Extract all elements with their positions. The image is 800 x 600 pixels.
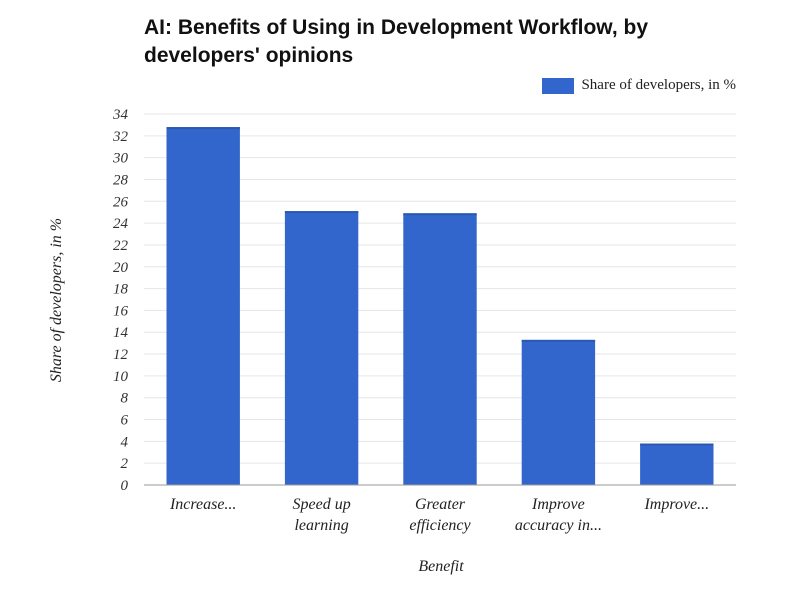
y-tick-label: 14 <box>113 325 129 341</box>
bars <box>166 127 714 486</box>
y-tick-label: 6 <box>121 413 129 429</box>
x-axis-title: Benefit <box>418 558 464 575</box>
y-tick-label: 0 <box>121 478 129 494</box>
bar <box>284 211 359 486</box>
bar <box>403 213 477 485</box>
bar <box>521 339 596 485</box>
legend-label: Share of developers, in % <box>581 77 736 93</box>
x-tick-label: Speed up learning <box>292 496 350 534</box>
y-tick-label: 4 <box>121 434 129 450</box>
x-tick-label: Greater efficiency <box>409 496 471 534</box>
legend-swatch <box>542 77 575 94</box>
y-tick-label: 30 <box>112 151 129 167</box>
x-tick-label: Increase... <box>169 496 237 513</box>
chart-title: AI: Benefits of Using in Development Wor… <box>144 16 649 67</box>
x-axis: Increase... Speed up learning Greater effici… <box>144 484 736 534</box>
bar <box>640 443 714 485</box>
x-tick-label: Improve... <box>643 496 709 513</box>
bar <box>166 127 240 485</box>
y-axis-title: Share of developers, in % <box>48 218 65 382</box>
y-tick-label: 32 <box>112 129 129 145</box>
y-tick-label: 12 <box>113 347 129 363</box>
y-tick-label: 28 <box>113 172 129 188</box>
y-tick-label: 10 <box>113 369 129 385</box>
y-tick-label: 26 <box>113 194 129 210</box>
legend: Share of developers, in % <box>542 77 736 94</box>
y-tick-label: 16 <box>113 303 129 319</box>
y-tick-label: 8 <box>121 391 129 407</box>
y-tick-label: 20 <box>113 260 129 276</box>
y-tick-label: 2 <box>121 456 129 472</box>
x-tick-label: Improve accuracy in... <box>515 496 602 534</box>
y-tick-label: 24 <box>113 216 129 232</box>
y-tick-label: 22 <box>113 238 129 254</box>
y-tick-label: 18 <box>113 282 129 298</box>
y-tick-label: 34 <box>112 107 129 123</box>
